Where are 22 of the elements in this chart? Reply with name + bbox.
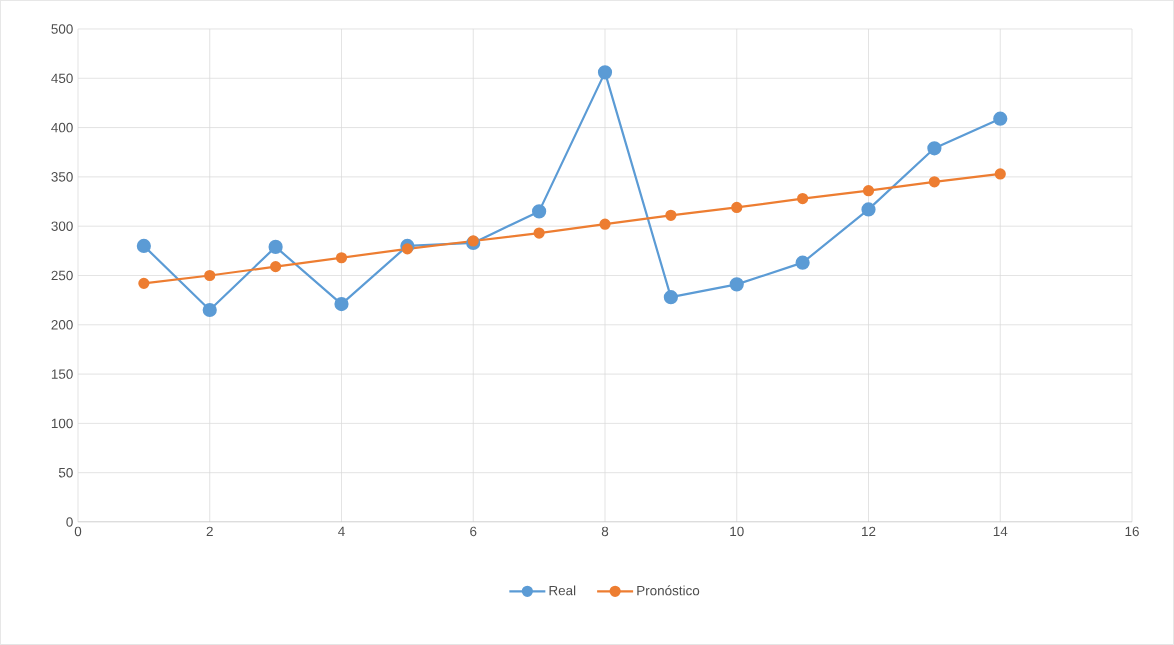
x-tick-label: 2 (206, 526, 213, 537)
x-tick-label: 12 (862, 526, 876, 537)
legend-label: Real (549, 585, 576, 596)
y-tick-label: 400 (51, 122, 73, 133)
y-tick-label: 450 (51, 73, 73, 84)
y-tick-label: 100 (51, 418, 73, 429)
x-tick-label: 8 (601, 526, 609, 537)
x-tick-label: 14 (993, 526, 1008, 536)
y-tick-label: 50 (58, 467, 73, 478)
y-tick-label: 0 (66, 517, 73, 527)
legend-label: Pronóstico (637, 585, 700, 596)
y-tick-label: 300 (51, 221, 73, 231)
y-tick-label: 150 (51, 369, 73, 379)
x-tick-label: 4 (338, 526, 345, 536)
y-tick-label: 500 (51, 24, 73, 34)
x-tick-label: 6 (470, 526, 477, 537)
x-tick-label: 10 (730, 526, 744, 537)
y-tick-label: 350 (51, 172, 73, 182)
y-tick-label: 200 (51, 320, 73, 330)
y-tick-label: 250 (51, 270, 73, 281)
x-tick-label: 16 (1125, 526, 1139, 537)
x-tick-label: 0 (74, 526, 82, 537)
